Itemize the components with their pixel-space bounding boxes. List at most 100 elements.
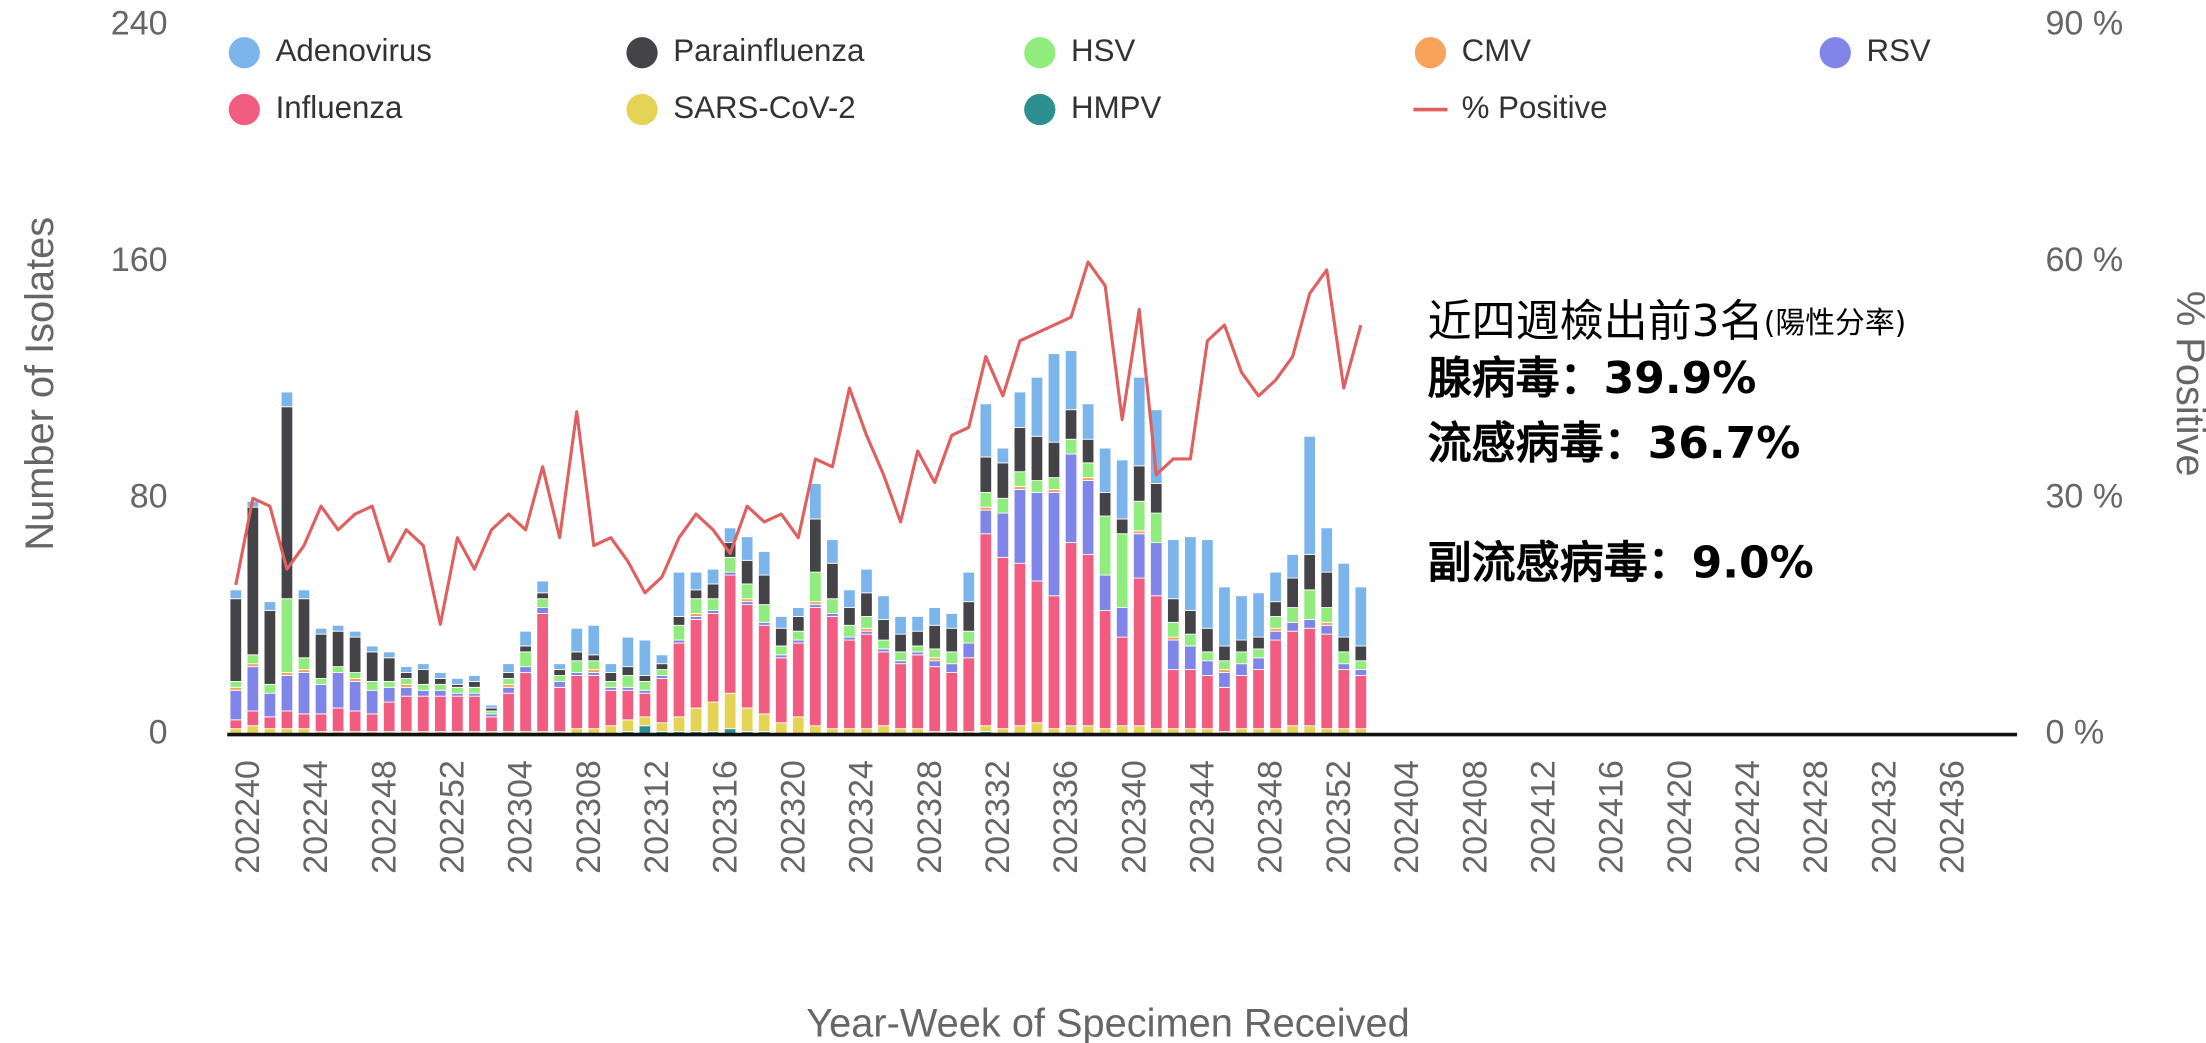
legend-swatch (1024, 93, 1056, 126)
bar-segment (689, 618, 703, 709)
bar-segment (400, 686, 413, 697)
bar-segment (1252, 669, 1265, 730)
bar-segment (587, 660, 600, 671)
bar-segment (962, 657, 975, 733)
x-tick-label: 202316 (706, 760, 744, 874)
bar-segment (1303, 435, 1316, 555)
bar-segment (1013, 391, 1027, 428)
bar-segment (894, 663, 907, 730)
bar-segment (229, 589, 243, 600)
bar-segment (945, 663, 958, 673)
bar-segment (689, 613, 703, 617)
bar-segment (655, 669, 669, 676)
bar-segment (229, 598, 243, 682)
bar-segment (451, 678, 464, 685)
bar-segment (1133, 376, 1146, 467)
bar-segment (587, 669, 600, 673)
bar-segment (1235, 595, 1248, 641)
bar-segment (775, 654, 788, 659)
bar-segment (1030, 491, 1044, 582)
bar-segment (672, 639, 686, 644)
bar-segment (706, 583, 720, 600)
bar-segment (382, 651, 396, 659)
x-tick-label: 202424 (1729, 760, 1767, 874)
bar-segment (570, 672, 583, 676)
bar-segment (996, 556, 1010, 730)
bar-segment (1030, 376, 1044, 437)
bar-segment (706, 598, 720, 611)
bar-segment (587, 624, 600, 656)
bar-segment (689, 598, 703, 614)
bar-segment (570, 675, 583, 730)
bar-segment (417, 669, 430, 685)
bar-segment (280, 672, 294, 676)
bar-segment (536, 613, 549, 733)
bar-segment (1235, 651, 1248, 665)
x-tick-label: 202428 (1797, 760, 1835, 874)
x-tick-label: 202340 (1115, 760, 1153, 874)
bar-segment (843, 636, 856, 641)
bar-segment (1201, 627, 1214, 653)
x-tick-label: 202240 (229, 760, 267, 874)
bar-segment (996, 447, 1010, 464)
bar-segment (792, 716, 805, 735)
annotation-line: 流感病毒：36.7% (1428, 418, 1801, 469)
bar-segment (400, 695, 413, 733)
x-tick-label: 202352 (1320, 760, 1358, 874)
legend-label: HMPV (1071, 90, 1161, 125)
annotation-title-note: (陽性分率) (1764, 306, 1907, 341)
bar-segment (468, 695, 481, 733)
bar-segment (1269, 601, 1282, 617)
bar-segment (365, 689, 379, 715)
bar-segment (757, 604, 771, 623)
bar-segment (468, 686, 481, 694)
bar-segment (502, 663, 515, 673)
bar-segment (1064, 438, 1078, 455)
y2-tick-label: 60 % (2045, 241, 2123, 279)
bar-segment (485, 716, 498, 733)
x-tick-label: 202420 (1661, 760, 1699, 874)
bar-segment (1235, 663, 1248, 676)
annotation-line: 副流感病毒：9.0% (1428, 538, 1814, 589)
bar-segment (314, 713, 328, 733)
y2-tick-label: 0 % (2045, 714, 2104, 752)
bar-segment (1167, 639, 1180, 671)
bar-segment (877, 618, 890, 641)
bar-segment (451, 686, 464, 694)
bar-segment (468, 680, 481, 688)
bar-segment (1047, 477, 1061, 490)
bar-segment (570, 660, 583, 673)
bar-segment (638, 689, 652, 694)
bar-segment (604, 663, 618, 673)
bar-segment (996, 497, 1010, 514)
bar-segment (1354, 660, 1368, 671)
y-tick-label: 0 (149, 714, 168, 752)
bar-segment (860, 627, 873, 632)
bar-segment (843, 607, 856, 626)
bar-segment (263, 601, 277, 611)
bar-segment (809, 601, 822, 606)
bar-segment (1167, 598, 1180, 623)
bar-segment (706, 613, 720, 703)
bar-segment (263, 692, 277, 718)
bar-segment (1064, 409, 1078, 440)
bar-segment (792, 639, 805, 644)
bar-segment (809, 571, 822, 603)
bar-segment (1184, 633, 1197, 647)
bar-segment (434, 683, 447, 691)
bar-segment (382, 686, 396, 703)
bar-segment (1133, 500, 1146, 532)
x-tick-label: 202408 (1456, 760, 1494, 874)
bar-segment (246, 506, 260, 656)
bar-segment (1320, 624, 1333, 635)
bar-segment (792, 642, 805, 718)
bar-segment (826, 562, 839, 600)
bar-segment (553, 675, 566, 682)
bar-segment (314, 633, 328, 679)
bar-segment (1081, 477, 1095, 482)
x-tick-label: 202432 (1865, 760, 1903, 874)
bar-segment (655, 654, 669, 665)
bar-segment (1115, 459, 1129, 520)
bar-segment (246, 654, 260, 665)
bar-segment (1013, 486, 1027, 490)
